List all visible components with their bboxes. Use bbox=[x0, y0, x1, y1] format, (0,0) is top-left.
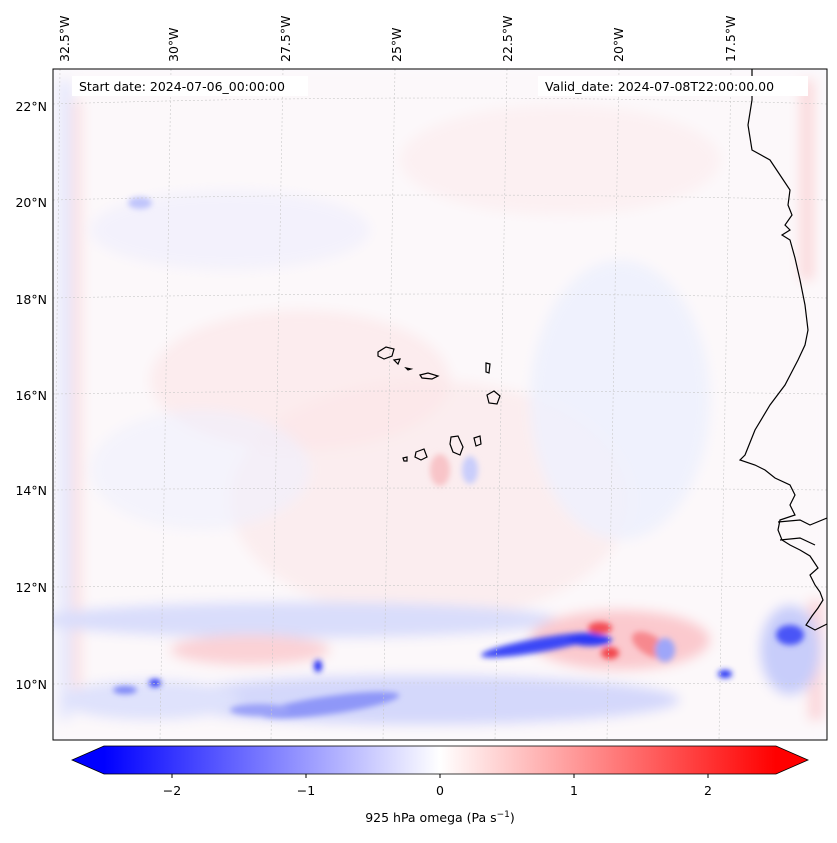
colorbar-tick-label: −1 bbox=[297, 783, 315, 798]
lon-label: 17.5°W bbox=[723, 16, 738, 62]
lat-label: 14°N bbox=[15, 483, 47, 498]
lon-label: 20°W bbox=[611, 27, 626, 62]
colorbar-tick-label: 1 bbox=[570, 783, 578, 798]
latitude-labels: 22°N 20°N 18°N 16°N 14°N 12°N 10°N bbox=[15, 99, 47, 692]
lat-label: 22°N bbox=[15, 99, 47, 114]
map-panel: Start date: 2024-07-06_00:00:00 Valid_da… bbox=[52, 68, 828, 741]
colorbar-gradient bbox=[104, 746, 776, 774]
colorbar: −2 −1 0 1 2 925 hPa omega (Pa s−1) bbox=[71, 745, 809, 825]
lat-label: 16°N bbox=[15, 388, 47, 403]
colorbar-tick-label: 0 bbox=[436, 783, 444, 798]
omega-field bbox=[53, 69, 827, 740]
map-frame bbox=[52, 68, 828, 741]
longitude-labels: 32.5°W 30°W 27.5°W 25°W 22.5°W 20°W 17.5… bbox=[57, 16, 738, 62]
colorbar-max-arrow bbox=[776, 746, 808, 774]
colorbar-ticks bbox=[171, 774, 709, 778]
colorbar-label-superscript: −1 bbox=[497, 810, 510, 820]
cape-verde-islands bbox=[377, 346, 501, 462]
lon-label: 25°W bbox=[389, 27, 404, 62]
valid-date-label: Valid_date: 2024-07-08T22:00:00.00 bbox=[545, 79, 774, 94]
colorbar-label: 925 hPa omega (Pa s−1) bbox=[365, 810, 515, 825]
lon-label: 22.5°W bbox=[500, 16, 515, 62]
lon-label: 32.5°W bbox=[57, 16, 72, 62]
lat-label: 20°N bbox=[15, 195, 47, 210]
start-date-label: Start date: 2024-07-06_00:00:00 bbox=[79, 79, 285, 94]
valid-date-box bbox=[538, 76, 808, 96]
lon-label: 30°W bbox=[166, 27, 181, 62]
colorbar-tick-label: 2 bbox=[704, 783, 712, 798]
colorbar-label-end: ) bbox=[510, 810, 515, 825]
lon-label: 27.5°W bbox=[278, 16, 293, 62]
lat-label: 18°N bbox=[15, 292, 47, 307]
lat-label: 12°N bbox=[15, 580, 47, 595]
colorbar-tick-label: −2 bbox=[163, 783, 181, 798]
start-date-box bbox=[72, 76, 308, 96]
lat-label: 10°N bbox=[15, 677, 47, 692]
colorbar-outline bbox=[71, 745, 809, 775]
coastline bbox=[738, 69, 827, 631]
colorbar-label-main: 925 hPa omega (Pa s bbox=[365, 810, 496, 825]
colorbar-min-arrow bbox=[72, 746, 104, 774]
